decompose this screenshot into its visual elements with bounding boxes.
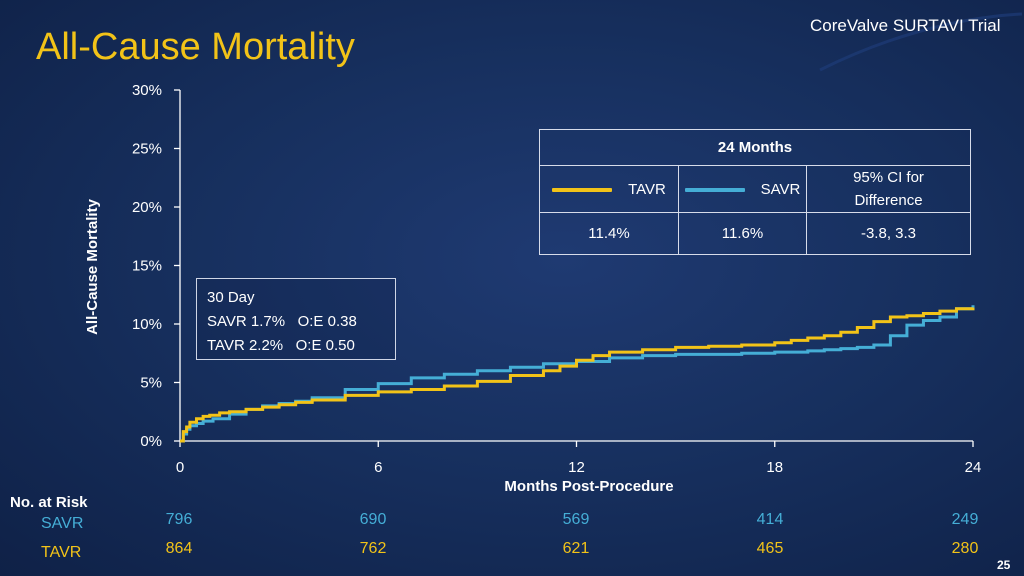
x-tick-label: 18 [766,459,783,476]
thirty-day-inset: 30 Day SAVR 1.7% O:E 0.38 TAVR 2.2% O:E … [196,278,396,360]
legend-savr: SAVR [678,165,807,213]
risk-tavr-24: 280 [951,540,979,557]
tavr-legend-line [552,187,613,192]
twenty-four-month-table: 24 Months TAVR SAVR 95% CI for Differenc… [539,129,971,255]
y-tick-label: 15% [132,258,162,275]
risk-savr-6: 690 [359,511,387,528]
risk-savr-18: 414 [756,511,784,528]
inset-tavr-line: TAVR 2.2% O:E 0.50 [207,337,355,354]
ci-value: -3.8, 3.3 [806,212,971,255]
mortality-chart: 0% 5% 10% 15% 20% 25% 30% 0 6 12 18 24 All-Cause M… [84,82,982,495]
inset-heading: 30 Day [207,289,255,306]
risk-tavr-0: 864 [165,540,193,557]
x-tick-label: 0 [176,459,184,476]
risk-tavr-18: 465 [756,540,784,557]
risk-table-title: No. at Risk [10,494,88,511]
tavr-value: 11.4% [539,212,679,255]
y-tick-label: 10% [132,316,162,333]
x-axis-ticks: 0 6 12 18 24 [176,441,982,476]
risk-savr-0: 796 [165,511,193,528]
risk-savr-12: 569 [562,511,590,528]
y-tick-label: 30% [132,82,162,99]
series-line-savr [180,305,975,443]
tavr-legend-label: TAVR [628,180,666,198]
ci-header-line2: Difference [854,192,923,209]
table-header: 24 Months [539,129,971,166]
page-number: 25 [997,558,1011,572]
brand-logo-text: CoreValve SURTAVI Trial [810,16,1001,35]
page-title: All-Cause Mortality [36,26,355,68]
savr-legend-line [684,187,745,192]
risk-row-label-savr: SAVR [41,515,84,532]
y-axis-ticks: 0% 5% 10% 15% 20% 25% 30% [132,82,180,450]
y-axis-label: All-Cause Mortality [84,198,101,335]
y-tick-label: 5% [140,375,162,392]
savr-value: 11.6% [678,212,807,255]
x-tick-label: 24 [965,459,982,476]
series-layer [180,305,975,443]
risk-tavr-6: 762 [359,540,387,557]
savr-legend-label: SAVR [760,180,801,198]
ci-header-line1: 95% CI for [853,169,924,186]
x-axis-label: Months Post-Procedure [504,478,673,495]
series-line-tavr [180,307,975,443]
x-tick-label: 12 [568,459,585,476]
brand-swoosh-decoration [819,12,1023,72]
risk-tavr-12: 621 [562,540,590,557]
risk-row-label-tavr: TAVR [41,544,82,561]
risk-savr-24: 249 [951,511,979,528]
y-tick-label: 0% [140,433,162,450]
legend-tavr: TAVR [539,165,679,213]
y-tick-label: 25% [132,141,162,158]
x-tick-label: 6 [374,459,382,476]
ci-header-cell: 95% CI for Difference [806,165,971,213]
y-tick-label: 20% [132,199,162,216]
inset-savr-line: SAVR 1.7% O:E 0.38 [207,313,357,330]
